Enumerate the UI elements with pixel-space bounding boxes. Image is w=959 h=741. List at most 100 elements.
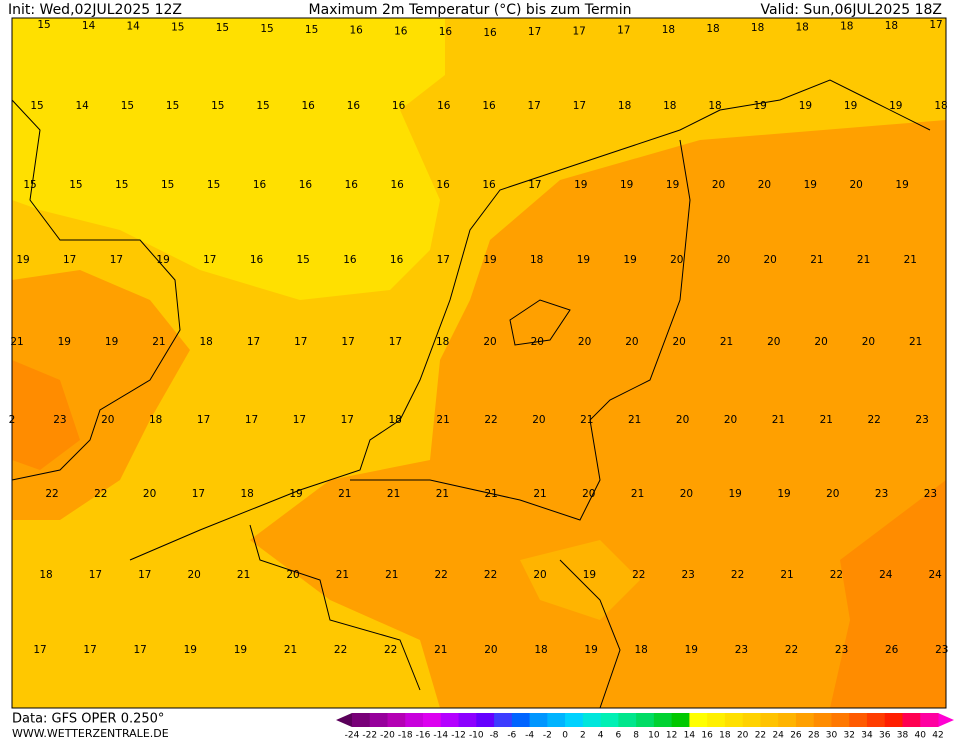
colorbar-label: 4 xyxy=(598,731,604,741)
colorbar-swatch xyxy=(494,713,513,727)
temp-zone xyxy=(12,18,445,300)
temperature-value: 22 xyxy=(484,414,497,426)
temperature-value: 18 xyxy=(241,488,254,500)
colorbar-swatch xyxy=(831,713,850,727)
colorbar-label: -14 xyxy=(433,731,448,741)
temperature-value: 20 xyxy=(483,336,496,348)
temperature-value: 20 xyxy=(484,644,497,656)
temperature-value: 17 xyxy=(247,336,260,348)
temperature-value: 20 xyxy=(578,336,591,348)
colorbar-label: 42 xyxy=(932,731,943,741)
temperature-value: 20 xyxy=(625,336,638,348)
temperature-value: 17 xyxy=(929,19,942,31)
temperature-value: 22 xyxy=(868,414,881,426)
colorbar-label: -22 xyxy=(362,731,377,741)
temperature-value: 19 xyxy=(105,336,118,348)
colorbar-swatch xyxy=(778,713,797,727)
colorbar-swatch xyxy=(405,713,424,727)
border xyxy=(350,139,691,521)
temperature-value: 19 xyxy=(777,488,790,500)
temperature-value: 19 xyxy=(577,254,590,266)
colorbar-swatch xyxy=(369,713,389,727)
colorbar-swatch xyxy=(529,713,548,727)
temperature-value: 20 xyxy=(724,414,737,426)
temperature-value: 19 xyxy=(483,254,496,266)
colorbar-swatch xyxy=(511,713,531,727)
temperature-value: 20 xyxy=(717,254,730,266)
colorbar-label: 14 xyxy=(684,731,696,741)
temperature-value: 15 xyxy=(305,24,318,36)
temperature-value: 15 xyxy=(256,100,269,112)
temperature-value: 18 xyxy=(840,21,853,33)
colorbar-label: 26 xyxy=(790,731,802,741)
temperature-value: 15 xyxy=(297,254,310,266)
temperature-value: 19 xyxy=(895,179,908,191)
temperature-value: 16 xyxy=(482,100,496,112)
colorbar-swatch xyxy=(813,713,832,727)
temperature-value: 20 xyxy=(143,488,156,500)
colorbar-label: 20 xyxy=(737,731,749,741)
temperature-value: 20 xyxy=(286,569,299,581)
temperature-value: 21 xyxy=(336,569,349,581)
temperature-value: 22 xyxy=(435,569,448,581)
temperature-value: 24 xyxy=(879,569,893,581)
temperature-value: 19 xyxy=(16,254,29,266)
temperature-value: 19 xyxy=(799,100,812,112)
temperature-value: 18 xyxy=(934,100,947,112)
coastline xyxy=(129,79,931,561)
temperature-value: 20 xyxy=(670,254,683,266)
temperature-value: 24 xyxy=(929,569,943,581)
temperature-value: 18 xyxy=(885,20,898,32)
colorbar-swatch xyxy=(565,713,584,727)
temperature-value: 20 xyxy=(850,179,863,191)
temperature-value: 21 xyxy=(436,488,449,500)
colorbar-swatch xyxy=(849,713,868,727)
colorbar-label: -10 xyxy=(469,731,484,741)
temperature-value: 21 xyxy=(720,336,733,348)
colorbar-swatch xyxy=(795,713,815,727)
temperature-value: 21 xyxy=(904,254,917,266)
website: WWW.WETTERZENTRALE.DE xyxy=(12,727,169,740)
temperature-value: 16 xyxy=(482,179,496,191)
init-label: Init: Wed,02JUL2025 12Z xyxy=(8,2,182,18)
temperature-value: 19 xyxy=(623,254,636,266)
colorbar-swatch xyxy=(636,713,655,727)
colorbar-label: -6 xyxy=(507,731,516,741)
colorbar-label: -24 xyxy=(345,731,360,741)
temperature-value: 16 xyxy=(483,27,497,39)
temperature-value: 21 xyxy=(152,336,165,348)
temp-zone xyxy=(830,480,946,708)
colorbar-swatch xyxy=(423,713,442,727)
temperature-value: 17 xyxy=(294,336,307,348)
temperature-value: 16 xyxy=(436,179,450,191)
temperature-value: 21 xyxy=(237,569,250,581)
temperature-value: 20 xyxy=(676,414,689,426)
temperature-value: 17 xyxy=(138,569,151,581)
temperature-value: 17 xyxy=(341,336,354,348)
temp-zone xyxy=(250,120,946,708)
temperature-value: 21 xyxy=(434,644,447,656)
temperature-value: 18 xyxy=(635,644,648,656)
temperature-value: 21 xyxy=(909,336,922,348)
temperature-value: 20 xyxy=(532,414,545,426)
map-frame xyxy=(11,17,947,709)
colorbar-swatch xyxy=(742,713,761,727)
temperature-value: 17 xyxy=(389,336,402,348)
colorbar-label: 12 xyxy=(666,731,677,741)
data-source: Data: GFS OPER 0.250° xyxy=(12,712,164,727)
colorbar-swatch xyxy=(653,713,673,727)
colorbar-swatch xyxy=(458,713,477,727)
temperature-value: 18 xyxy=(436,336,449,348)
temperature-value: 15 xyxy=(37,19,50,31)
temperature-value: 19 xyxy=(685,644,698,656)
temperature-value: 19 xyxy=(729,488,742,500)
temperature-value: 23 xyxy=(53,414,66,426)
colorbar-swatch xyxy=(884,713,903,727)
lake xyxy=(509,299,571,346)
temperature-value: 19 xyxy=(584,644,597,656)
temperature-value: 2 xyxy=(9,414,16,426)
temperature-value: 16 xyxy=(394,25,408,37)
colorbar-label: 10 xyxy=(648,731,660,741)
temperature-value: 21 xyxy=(533,488,546,500)
temperature-value: 17 xyxy=(617,25,630,37)
